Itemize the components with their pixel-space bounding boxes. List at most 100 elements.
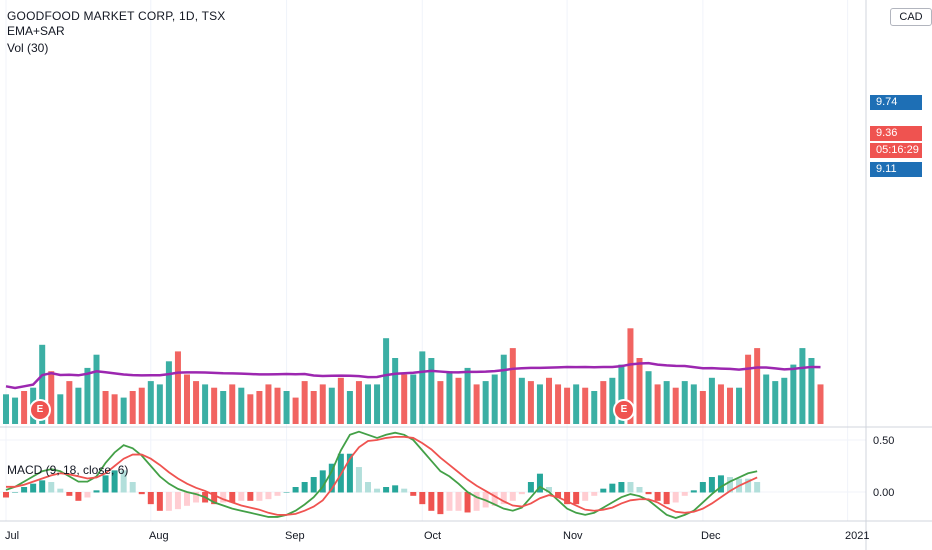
volume-bar [546, 377, 552, 424]
time-label-nov: Nov [563, 530, 583, 542]
macd-histogram-bar [392, 485, 399, 493]
time-label-dec: Dec [701, 530, 721, 542]
volume-bar [283, 391, 290, 424]
macd-histogram-bar [491, 492, 498, 506]
macd-histogram-bar [473, 492, 480, 511]
macd-histogram-bar [419, 492, 426, 505]
volume-bar [672, 387, 679, 424]
volume-bar [337, 377, 344, 424]
macd-histogram-bar [536, 473, 543, 493]
volume-bar [455, 377, 462, 424]
macd-histogram-bar [546, 487, 552, 493]
macd-histogram-bar [355, 467, 362, 493]
volume-bar [799, 348, 806, 424]
earnings-marker[interactable]: E [613, 399, 635, 421]
macd-histogram-bar [591, 492, 598, 496]
macd-histogram-bar [383, 487, 390, 493]
indicator-volume[interactable]: Vol (30) [7, 41, 49, 55]
macd-histogram-bar [428, 492, 435, 511]
macd-histogram-bar [75, 492, 82, 501]
macd-histogram-bar [509, 492, 516, 501]
volume-bar [220, 391, 227, 424]
macd-histogram-bar [410, 492, 417, 496]
indicator-macd[interactable]: MACD (9, 18, close, 6) [7, 463, 129, 477]
macd-histogram-bar [12, 492, 19, 493]
volume-bar [355, 381, 362, 424]
volume-bar [57, 394, 64, 424]
macd-histogram-bar [654, 492, 661, 501]
volume-bar [66, 381, 73, 424]
volume-bar [437, 381, 444, 424]
time-label-oct: Oct [424, 530, 442, 542]
macd-histogram-bar [708, 477, 715, 493]
volume-ma-line [5, 361, 821, 390]
time-label-aug: Aug [149, 530, 169, 542]
volume-bar [636, 358, 643, 424]
macd-histogram-bar [346, 453, 353, 493]
volume-bar [699, 391, 706, 424]
macd-histogram-bar [374, 488, 381, 493]
macd-histogram-bar [165, 492, 172, 511]
volume-bar [491, 374, 498, 424]
macd-histogram-bar [39, 480, 46, 493]
macd-histogram-bar [102, 475, 109, 493]
macd-histogram-bar [265, 492, 272, 500]
volume-bar [681, 381, 688, 424]
macd-histogram-bar [274, 492, 281, 496]
volume-bar [754, 348, 761, 424]
volume-bar [772, 381, 779, 424]
volume-bar [202, 384, 209, 424]
volume-bar [600, 381, 607, 424]
macd-histogram-bar [627, 482, 634, 493]
volume-bar [84, 367, 91, 424]
volume-bar [555, 384, 562, 424]
volume-bar [174, 351, 181, 424]
macd-signal-line [6, 435, 758, 516]
volume-bar [708, 377, 715, 424]
macd-histogram-bar [111, 470, 118, 493]
macd-histogram-bar [609, 483, 616, 493]
macd-histogram-bar [500, 492, 507, 505]
macd-histogram-bar [184, 492, 190, 506]
macd-histogram-bar [600, 488, 607, 493]
macd-histogram-bar [365, 482, 371, 493]
volume-bar [482, 381, 489, 424]
volume-bar [727, 387, 733, 424]
macd-histogram-bar [57, 488, 64, 493]
earnings-marker[interactable]: E [29, 399, 51, 421]
currency-badge[interactable]: CAD [890, 8, 932, 26]
volume-bar [193, 381, 200, 424]
macd-histogram-bar [645, 492, 652, 495]
macd-histogram-bar [211, 492, 218, 505]
volume-bar [663, 381, 670, 424]
volume-bar [184, 374, 190, 424]
volume-bar [21, 391, 28, 424]
macd-histogram-bar [93, 490, 100, 493]
macd-histogram-bar [663, 492, 670, 505]
volume-bar [808, 358, 815, 424]
symbol-title[interactable]: GOODFOOD MARKET CORP, 1D, TSX [7, 9, 226, 23]
macd-histogram-bar [745, 478, 752, 493]
macd-histogram-bar [21, 487, 28, 493]
volume-bar [536, 384, 543, 424]
volume-bar [781, 377, 788, 424]
volume-bar [328, 387, 335, 424]
macd-histogram-bar [174, 492, 181, 510]
volume-bar [211, 387, 218, 424]
volume-bar [817, 384, 824, 424]
volume-bar [428, 358, 435, 424]
countdown-tag: 05:16:29 [870, 143, 922, 158]
macd-histogram-bar [527, 482, 534, 493]
volume-bar [609, 377, 616, 424]
macd-histogram-bar [84, 492, 91, 498]
indicator-ema-sar[interactable]: EMA+SAR [7, 24, 65, 38]
macd-histogram-bar [618, 482, 625, 493]
volume-bar [473, 384, 480, 424]
macd-histogram-bar [229, 492, 236, 503]
volume-bar [383, 338, 390, 424]
macd-histogram-bar [401, 488, 408, 493]
time-label-2021: 2021 [845, 530, 870, 542]
volume-bar [790, 364, 797, 424]
